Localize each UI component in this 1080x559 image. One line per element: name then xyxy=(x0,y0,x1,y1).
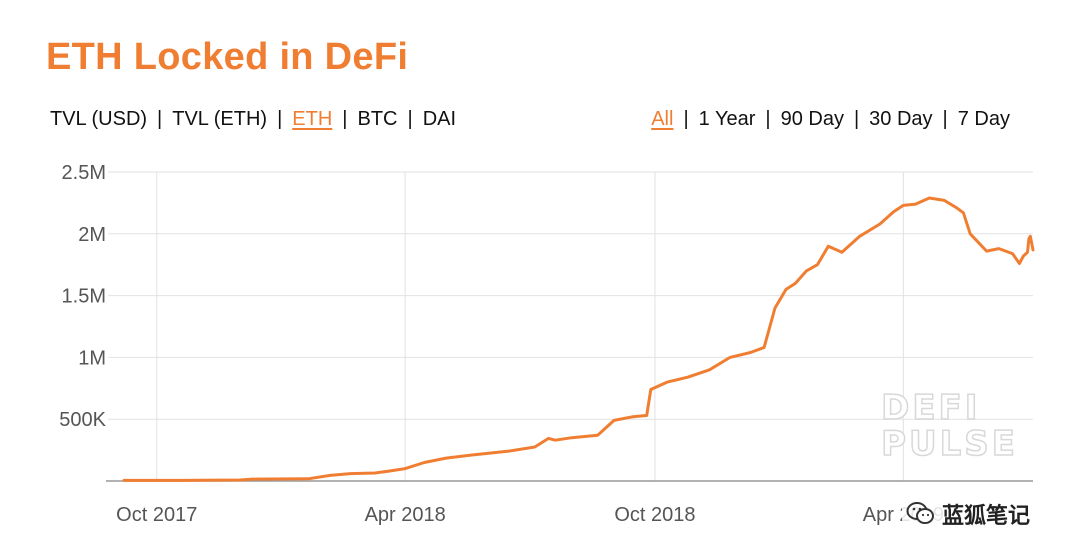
y-tick-label: 1.5M xyxy=(62,286,106,308)
x-tick-label: Oct 2018 xyxy=(614,504,695,526)
nav-separator: | xyxy=(342,108,348,130)
defi-pulse-watermark: DEFI PULSE xyxy=(880,388,1018,464)
y-tick-label: 2M xyxy=(78,224,106,246)
nav_right-tab-30-day[interactable]: 30 Day xyxy=(869,108,933,130)
line-chart: 500K 1M 1.5M 2M 2.5M Oct 2017 Apr 2018 Oct 2018… xyxy=(59,162,1035,526)
page-title: ETH Locked in DeFi xyxy=(46,36,409,78)
nav-separator: | xyxy=(853,108,860,130)
nav_right-tab-90-day[interactable]: 90 Day xyxy=(780,108,844,130)
nav-separator: | xyxy=(407,108,413,130)
x-tick-label: Oct 2017 xyxy=(116,504,197,526)
y-tick-label: 1M xyxy=(78,347,106,369)
nav_right-tab-1-year[interactable]: 1 Year xyxy=(698,108,756,130)
nav_left-tab-eth[interactable]: ETH xyxy=(292,108,333,130)
nav_left-tab-dai[interactable]: DAI xyxy=(422,108,457,130)
nav-separator: | xyxy=(157,108,163,130)
nav-separator: | xyxy=(683,108,689,130)
nav_right-tab-all[interactable]: All xyxy=(651,108,674,130)
range-tabs: All | 1 Year | 90 Day | 30 Day | 7 Day xyxy=(651,108,1010,131)
nav-separator: | xyxy=(942,108,948,130)
nav_left-tab-btc[interactable]: BTC xyxy=(357,108,398,130)
nav-separator: | xyxy=(277,108,283,130)
wechat-overlay: 蓝狐笔记 xyxy=(902,496,1035,532)
y-tick-label: 500K xyxy=(59,409,106,431)
y-tick-label: 2.5M xyxy=(62,162,106,184)
wechat-icon xyxy=(906,502,934,524)
nav_left-tab-tvl-eth[interactable]: TVL (ETH) xyxy=(172,108,268,130)
nav_left-tab-tvl-usd[interactable]: TVL (USD) xyxy=(50,108,148,130)
nav_right-tab-7-day[interactable]: 7 Day xyxy=(957,108,1010,130)
nav-separator: | xyxy=(765,108,771,130)
metric-tabs: TVL (USD) | TVL (ETH) | ETH | BTC | DAI xyxy=(50,108,456,131)
x-tick-label: Apr 2018 xyxy=(365,504,446,526)
eth-locked-line xyxy=(122,196,1035,482)
wechat-account-name: 蓝狐笔记 xyxy=(942,504,1031,529)
